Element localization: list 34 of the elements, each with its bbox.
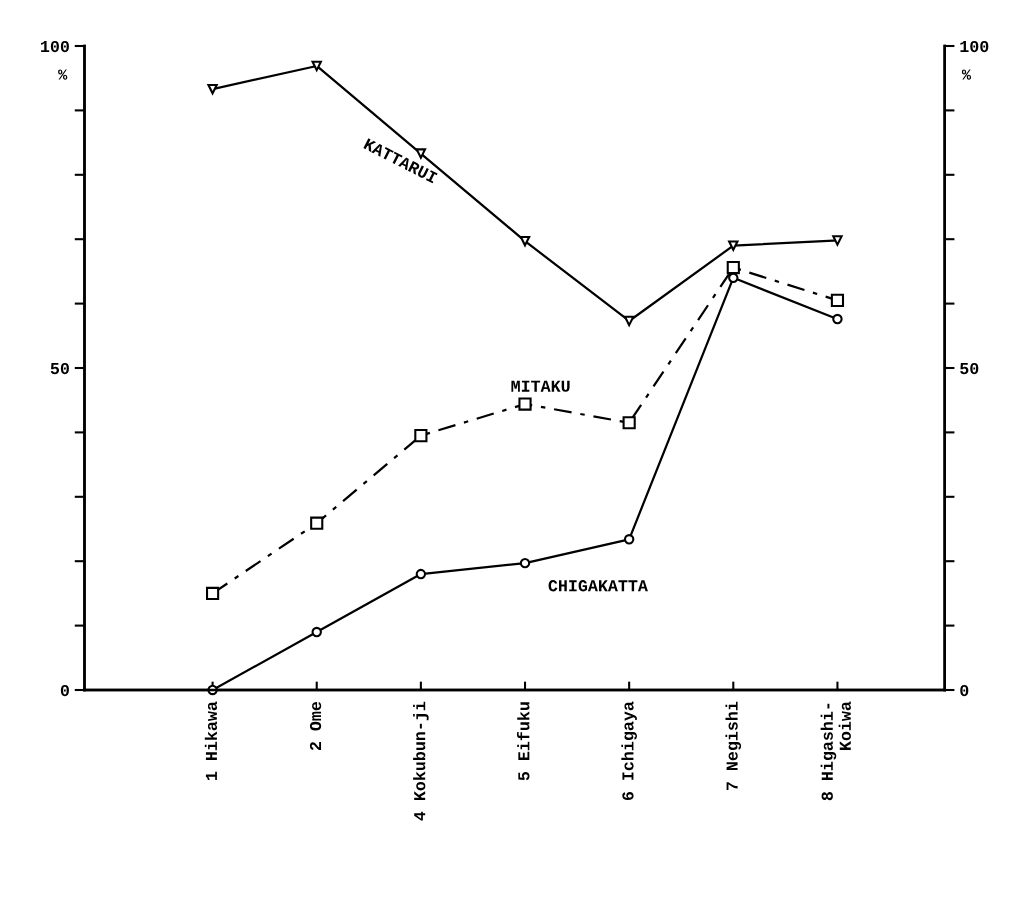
x-tick-label: 5 Eifuku: [517, 702, 530, 781]
point: [311, 626, 322, 638]
point: [310, 516, 324, 530]
x-tick-label: 6 Ichigaya: [621, 701, 637, 801]
y-axis-title: %: [58, 69, 68, 80]
x-tick-label: 1 Hikawa: [204, 701, 218, 781]
point: [414, 429, 428, 443]
point: [207, 83, 218, 95]
y2-tick-label: 50: [960, 362, 979, 375]
point: [205, 586, 220, 600]
x-tick-label: 7 Negishi: [725, 701, 742, 791]
y2-axis-title: %: [961, 69, 972, 80]
x-tick-label: 2 Ome: [309, 701, 322, 751]
point: [830, 293, 845, 307]
y-tick-label: 50: [50, 362, 69, 375]
point: [832, 313, 843, 325]
point: [623, 315, 635, 327]
x-tick-label: 8 Higashi- Koiwa: [820, 701, 851, 801]
series-label: CHIGAKATTA: [548, 580, 648, 592]
y-tick-label: 0: [60, 684, 69, 697]
series-label: MITAKU: [511, 380, 570, 392]
point: [726, 260, 740, 275]
y2-tick-label: 100: [960, 40, 989, 53]
y-tick-label: 100: [41, 40, 69, 53]
point: [518, 397, 532, 411]
point: [832, 235, 843, 246]
point: [519, 235, 531, 247]
point: [519, 557, 531, 569]
point: [415, 568, 427, 580]
x-tick-label: 4 Kokubun-ji: [413, 701, 429, 821]
point: [622, 416, 636, 430]
point: [623, 534, 635, 545]
point: [311, 60, 322, 72]
y2-tick-label: 0: [960, 684, 969, 697]
